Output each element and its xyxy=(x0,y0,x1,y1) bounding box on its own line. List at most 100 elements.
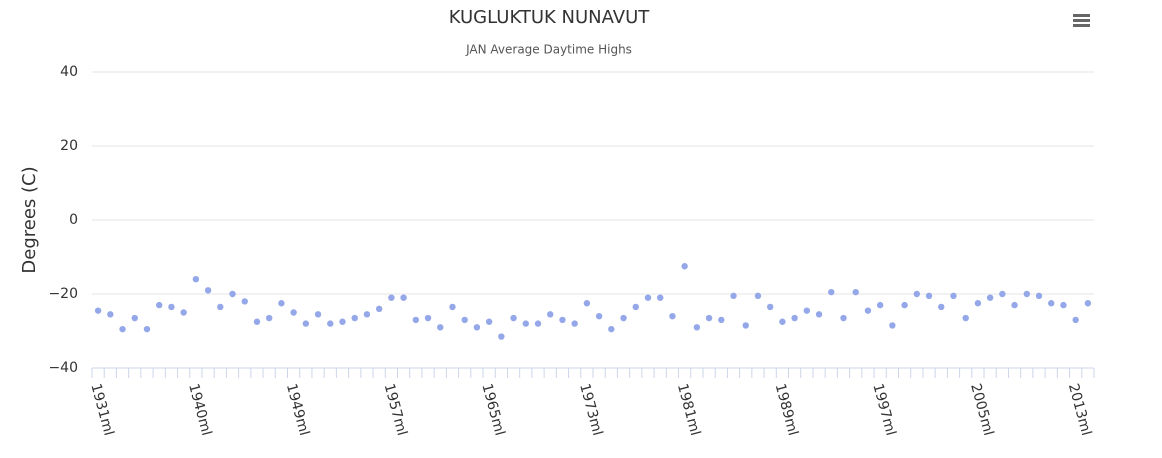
point xyxy=(938,303,945,311)
chart-subtitle: JAN Average Daytime Highs xyxy=(465,43,632,57)
point xyxy=(913,290,921,298)
point xyxy=(1084,300,1092,307)
y-tick-label: −20 xyxy=(48,286,78,302)
x-tick-label: 1949ml xyxy=(283,382,312,437)
point xyxy=(204,287,212,294)
point xyxy=(168,303,175,311)
point xyxy=(754,292,762,300)
point xyxy=(583,300,591,307)
point xyxy=(962,314,969,322)
point xyxy=(400,294,407,301)
point xyxy=(424,314,432,322)
point xyxy=(901,301,908,309)
point xyxy=(779,318,786,325)
point xyxy=(925,292,933,300)
point xyxy=(864,307,872,314)
x-tick-label: 1931ml xyxy=(87,382,116,437)
point xyxy=(681,263,688,270)
y-tick-label: −40 xyxy=(48,360,78,376)
y-tick-label: 40 xyxy=(60,64,78,80)
point xyxy=(375,305,383,312)
menu-button[interactable] xyxy=(1072,10,1092,30)
point xyxy=(278,300,285,307)
point xyxy=(974,300,982,307)
point xyxy=(644,294,652,301)
point xyxy=(351,314,358,322)
point xyxy=(339,318,346,325)
point xyxy=(730,292,737,300)
point xyxy=(986,294,994,301)
point xyxy=(363,311,371,318)
point xyxy=(718,316,725,324)
point xyxy=(950,292,957,300)
point xyxy=(657,294,664,301)
x-tick-label: 1989ml xyxy=(772,382,801,437)
point xyxy=(791,314,798,322)
point xyxy=(156,301,163,309)
point xyxy=(119,325,126,333)
x-tick-label: 2013ml xyxy=(1065,382,1094,437)
y-axis-title: Degrees (C) xyxy=(19,166,40,273)
point xyxy=(522,320,529,327)
point xyxy=(840,314,847,322)
point xyxy=(510,314,517,322)
point xyxy=(828,288,835,296)
point xyxy=(473,324,481,331)
point xyxy=(547,311,554,318)
point xyxy=(94,307,102,314)
point xyxy=(608,325,615,333)
point xyxy=(265,314,273,322)
y-tick-label: 20 xyxy=(60,138,78,154)
y-tick-label: 0 xyxy=(69,212,78,228)
point xyxy=(620,314,627,322)
point xyxy=(241,298,248,305)
point xyxy=(632,303,639,311)
point xyxy=(705,314,713,322)
x-tick-label: 1973ml xyxy=(576,382,605,437)
point xyxy=(327,320,334,327)
menu-icon-bar xyxy=(1073,14,1090,17)
point xyxy=(302,320,310,327)
x-tick-label: 1940ml xyxy=(185,382,214,437)
point xyxy=(388,294,395,301)
point xyxy=(571,320,578,327)
point xyxy=(669,313,676,320)
point xyxy=(999,290,1006,298)
point xyxy=(131,314,138,322)
point xyxy=(1060,301,1067,309)
point xyxy=(461,316,468,324)
point xyxy=(180,309,187,316)
x-tick-label: 1981ml xyxy=(674,382,703,437)
point xyxy=(498,333,505,340)
point xyxy=(290,309,297,316)
point xyxy=(485,318,493,325)
point xyxy=(1011,301,1018,309)
point xyxy=(852,288,859,296)
point xyxy=(449,303,456,311)
point xyxy=(229,290,236,298)
point xyxy=(192,276,200,283)
point xyxy=(314,311,322,318)
point xyxy=(815,311,823,318)
point xyxy=(595,313,603,320)
point xyxy=(559,316,566,324)
point xyxy=(143,325,151,333)
point xyxy=(766,303,774,311)
point xyxy=(412,316,420,324)
x-tick-label: 2005ml xyxy=(967,382,996,437)
chart-title: KUGLUKTUK NUNAVUT xyxy=(449,7,651,28)
point xyxy=(803,307,811,314)
point xyxy=(107,311,114,318)
x-tick-label: 1965ml xyxy=(478,382,507,437)
point xyxy=(1023,290,1030,298)
menu-icon-bar xyxy=(1073,19,1090,22)
point xyxy=(693,324,701,331)
point xyxy=(253,318,261,325)
point xyxy=(889,322,896,329)
point xyxy=(1048,300,1055,307)
point xyxy=(742,322,749,329)
x-tick-label: 1997ml xyxy=(869,382,898,437)
menu-icon-bar xyxy=(1073,24,1090,27)
point xyxy=(1035,292,1043,300)
